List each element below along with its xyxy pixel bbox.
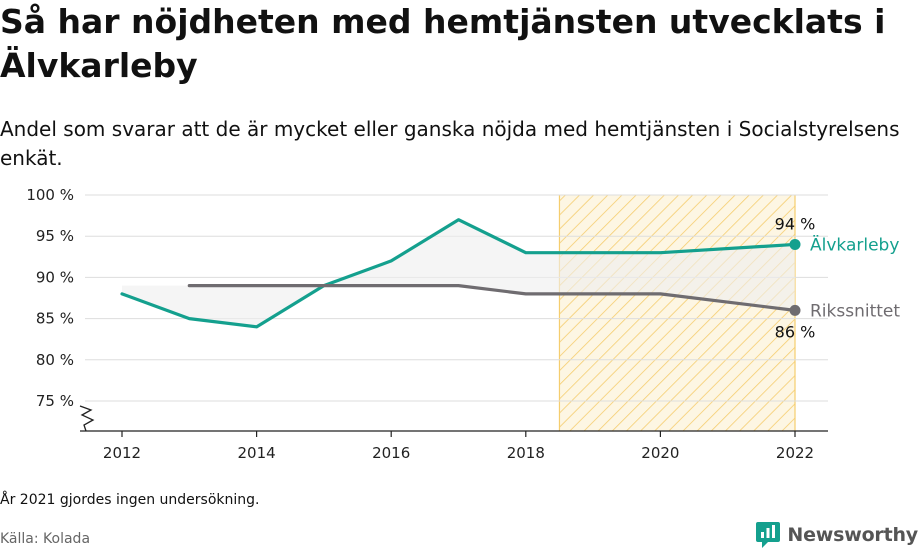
axis-break-icon — [79, 405, 95, 432]
chart-subtitle: Andel som svarar att de är mycket eller … — [0, 117, 900, 170]
highlight-hatch — [559, 195, 795, 431]
x-tick-label: 2012 — [103, 444, 141, 462]
line-chart: 75 % 80 % 85 % 90 % 95 % 100 % 2012 2014 2016 201… — [26, 186, 900, 462]
series-line-alvkarleby — [120, 218, 797, 329]
x-tick-label: 2016 — [372, 444, 410, 462]
brand-name: Newsworthy — [787, 524, 918, 546]
newsworthy-logo: Newsworthy — [755, 520, 918, 550]
x-tick-label: 2020 — [641, 444, 679, 462]
x-tick-label: 2018 — [507, 444, 545, 462]
y-tick-label: 100 % — [26, 186, 74, 204]
x-tick-label: 2022 — [776, 444, 814, 462]
footnote: År 2021 gjordes ingen undersökning. — [0, 492, 260, 508]
end-marker-alvkarleby — [789, 238, 801, 250]
y-tick-label: 95 % — [36, 227, 74, 245]
series-line-riket — [187, 284, 797, 312]
y-tick-label: 75 % — [36, 392, 74, 410]
chart-title: Så har nöjdheten med hemtjänsten utveckl… — [0, 2, 886, 85]
series-name-alvkarleby: Älvkarleby — [810, 234, 899, 255]
y-tick-label: 90 % — [36, 268, 74, 286]
x-tick-label: 2014 — [238, 444, 276, 462]
end-value-label-riket: 86 % — [775, 322, 816, 341]
chart-bubble-icon — [756, 522, 781, 548]
y-tick-label: 80 % — [36, 351, 74, 369]
difference-area — [122, 219, 795, 327]
end-marker-riket — [789, 304, 801, 316]
y-tick-label: 85 % — [36, 310, 74, 328]
end-value-label-alvkarleby: 94 % — [775, 214, 816, 233]
series-name-riket: Rikssnittet — [810, 301, 900, 321]
source-text: Källa: Kolada — [0, 531, 91, 547]
